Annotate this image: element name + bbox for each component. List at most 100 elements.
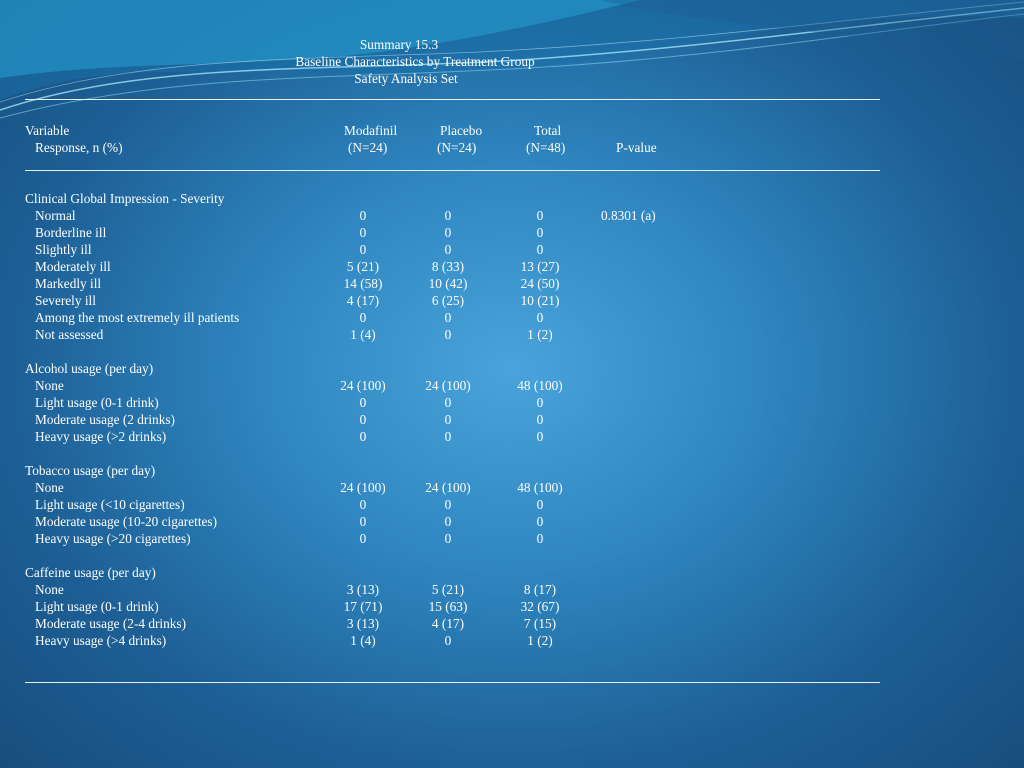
cell-modafinil: 0 bbox=[359, 208, 367, 223]
cell-placebo: 0 bbox=[444, 412, 452, 427]
cell-total: 7 (15) bbox=[523, 616, 557, 631]
cell-total: 10 (21) bbox=[520, 293, 560, 308]
row-label: Heavy usage (>4 drinks) bbox=[35, 633, 167, 648]
cell-modafinil: 14 (58) bbox=[343, 276, 383, 291]
cell-modafinil: 0 bbox=[359, 225, 367, 240]
row-label: Markedly ill bbox=[35, 276, 102, 291]
cell-placebo: 0 bbox=[444, 531, 452, 546]
cell-modafinil: 0 bbox=[359, 429, 367, 444]
cell-total: 13 (27) bbox=[520, 259, 560, 274]
cell-placebo: 15 (63) bbox=[428, 599, 468, 614]
cell-total: 8 (17) bbox=[523, 582, 557, 597]
cell-placebo: 0 bbox=[444, 497, 452, 512]
header-modafinil: Modafinil bbox=[344, 123, 398, 138]
header-modafinil-n: (N=24) bbox=[348, 140, 388, 155]
cell-total: 0 bbox=[536, 531, 544, 546]
cell-total: 0 bbox=[536, 429, 544, 444]
cell-placebo: 10 (42) bbox=[428, 276, 468, 291]
section-heading: Tobacco usage (per day) bbox=[25, 463, 156, 478]
row-label: None bbox=[35, 480, 64, 495]
cell-modafinil: 3 (13) bbox=[346, 582, 380, 597]
cell-placebo: 5 (21) bbox=[431, 582, 465, 597]
cell-modafinil: 1 (4) bbox=[350, 327, 376, 342]
cell-placebo: 4 (17) bbox=[431, 616, 465, 631]
row-label: Normal bbox=[35, 208, 76, 223]
cell-total: 0 bbox=[536, 225, 544, 240]
header-variable: Variable bbox=[25, 123, 70, 138]
cell-total: 32 (67) bbox=[520, 599, 560, 614]
row-label: Light usage (0-1 drink) bbox=[35, 599, 159, 614]
decorative-wave-header bbox=[0, 0, 1024, 119]
cell-total: 0 bbox=[536, 242, 544, 257]
header-pvalue: P-value bbox=[616, 140, 657, 155]
cell-modafinil: 0 bbox=[359, 395, 367, 410]
section-heading: Alcohol usage (per day) bbox=[25, 361, 154, 376]
cell-modafinil: 5 (21) bbox=[346, 259, 380, 274]
cell-total: 0 bbox=[536, 412, 544, 427]
cell-total: 0 bbox=[536, 208, 544, 223]
header-placebo-n: (N=24) bbox=[437, 140, 477, 155]
header-placebo: Placebo bbox=[440, 123, 483, 138]
row-label: None bbox=[35, 378, 64, 393]
cell-total: 24 (50) bbox=[520, 276, 560, 291]
cell-modafinil: 3 (13) bbox=[346, 616, 380, 631]
cell-modafinil: 0 bbox=[359, 242, 367, 257]
cell-modafinil: 24 (100) bbox=[340, 378, 386, 393]
cell-placebo: 8 (33) bbox=[431, 259, 465, 274]
row-label: Moderate usage (10-20 cigarettes) bbox=[35, 514, 218, 529]
row-label: Not assessed bbox=[35, 327, 104, 342]
row-label: None bbox=[35, 582, 64, 597]
cell-placebo: 0 bbox=[444, 242, 452, 257]
row-label: Heavy usage (>20 cigarettes) bbox=[35, 531, 191, 546]
row-label: Borderline ill bbox=[35, 225, 107, 240]
header-response: Response, n (%) bbox=[35, 140, 123, 155]
bottom-rule bbox=[25, 682, 880, 683]
cell-modafinil: 0 bbox=[359, 412, 367, 427]
cell-placebo: 0 bbox=[444, 429, 452, 444]
cell-total: 48 (100) bbox=[517, 480, 563, 495]
cell-placebo: 6 (25) bbox=[431, 293, 465, 308]
row-label: Among the most extremely ill patients bbox=[35, 310, 240, 325]
row-label: Moderate usage (2-4 drinks) bbox=[35, 616, 187, 631]
row-label: Light usage (0-1 drink) bbox=[35, 395, 159, 410]
row-label: Moderate usage (2 drinks) bbox=[35, 412, 175, 427]
row-label: Moderately ill bbox=[35, 259, 111, 274]
section-heading: Clinical Global Impression - Severity bbox=[25, 191, 225, 206]
cell-total: 1 (2) bbox=[527, 327, 553, 342]
cell-modafinil: 0 bbox=[359, 514, 367, 529]
row-label: Slightly ill bbox=[35, 242, 92, 257]
cell-placebo: 0 bbox=[444, 633, 452, 648]
cell-placebo: 0 bbox=[444, 208, 452, 223]
cell-modafinil: 0 bbox=[359, 497, 367, 512]
header-total: Total bbox=[534, 123, 562, 138]
cell-total: 0 bbox=[536, 310, 544, 325]
cell-placebo: 0 bbox=[444, 327, 452, 342]
report-title: Baseline Characteristics by Treatment Gr… bbox=[295, 54, 535, 69]
cell-total: 1 (2) bbox=[527, 633, 553, 648]
cell-placebo: 24 (100) bbox=[425, 378, 471, 393]
cell-pvalue: 0.8301 (a) bbox=[601, 208, 656, 223]
cell-total: 0 bbox=[536, 514, 544, 529]
cell-modafinil: 4 (17) bbox=[346, 293, 380, 308]
row-label: Light usage (<10 cigarettes) bbox=[35, 497, 185, 512]
section-heading: Caffeine usage (per day) bbox=[25, 565, 156, 580]
cell-modafinil: 0 bbox=[359, 310, 367, 325]
header-total-n: (N=48) bbox=[526, 140, 566, 155]
cell-total: 0 bbox=[536, 395, 544, 410]
cell-modafinil: 1 (4) bbox=[350, 633, 376, 648]
cell-total: 0 bbox=[536, 497, 544, 512]
cell-modafinil: 0 bbox=[359, 531, 367, 546]
top-rule bbox=[25, 99, 880, 100]
cell-modafinil: 24 (100) bbox=[340, 480, 386, 495]
cell-placebo: 0 bbox=[444, 395, 452, 410]
cell-placebo: 0 bbox=[444, 514, 452, 529]
cell-placebo: 0 bbox=[444, 310, 452, 325]
row-label: Heavy usage (>2 drinks) bbox=[35, 429, 167, 444]
cell-modafinil: 17 (71) bbox=[343, 599, 383, 614]
header-rule bbox=[25, 170, 880, 171]
summary-number: Summary 15.3 bbox=[359, 37, 439, 52]
cell-total: 48 (100) bbox=[517, 378, 563, 393]
analysis-set: Safety Analysis Set bbox=[354, 71, 458, 86]
row-label: Severely ill bbox=[35, 293, 96, 308]
cell-placebo: 0 bbox=[444, 225, 452, 240]
